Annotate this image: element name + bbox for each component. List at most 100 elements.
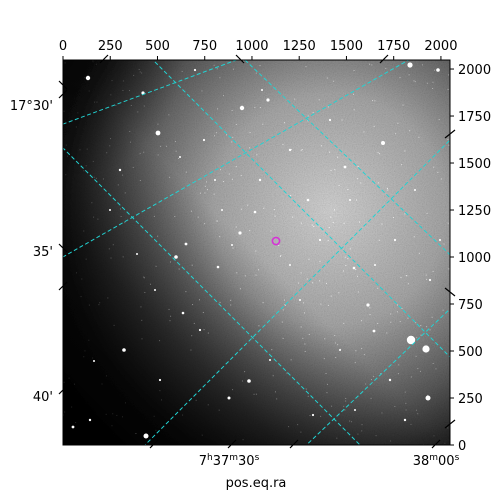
star — [221, 209, 223, 211]
speckle — [235, 123, 237, 125]
speckle — [400, 276, 402, 278]
speckle — [204, 223, 206, 225]
speckle — [402, 104, 404, 106]
wcs-tick — [235, 54, 245, 64]
speckle — [357, 433, 359, 435]
speckle — [255, 72, 257, 74]
star — [227, 396, 231, 400]
star — [328, 118, 332, 122]
speckle — [433, 166, 435, 168]
speckle — [420, 334, 422, 336]
speckle — [432, 87, 434, 89]
speckle — [327, 304, 329, 306]
speckle — [378, 239, 380, 241]
speckle — [240, 208, 242, 210]
speckle — [216, 68, 218, 70]
speckle — [88, 304, 90, 306]
speckle — [344, 256, 346, 258]
speckle — [107, 297, 109, 299]
speckle — [390, 321, 392, 323]
speckle — [159, 340, 161, 342]
speckle — [150, 283, 152, 285]
plot-frame — [62, 59, 451, 446]
speckle — [79, 149, 81, 151]
speckle — [356, 199, 358, 201]
speckle — [263, 207, 265, 209]
star — [88, 418, 92, 422]
speckle — [335, 357, 337, 359]
speckle — [75, 126, 77, 128]
speckle — [138, 68, 140, 70]
speckle — [132, 166, 134, 168]
speckle — [373, 375, 375, 377]
top-tick-label: 2000 — [424, 39, 457, 54]
speckle — [160, 145, 162, 147]
star — [238, 231, 242, 235]
speckle — [168, 308, 170, 310]
speckle — [283, 299, 285, 301]
speckle — [232, 247, 234, 249]
wcs-tick — [227, 439, 237, 449]
speckle — [141, 319, 143, 321]
star — [414, 189, 416, 191]
speckle — [253, 393, 255, 395]
speckle — [390, 313, 392, 315]
speckle — [300, 272, 302, 274]
speckle — [244, 371, 246, 373]
speckle — [284, 304, 286, 306]
top-tick-label: 250 — [98, 39, 123, 54]
speckle — [379, 153, 381, 155]
speckle — [203, 329, 205, 331]
speckle — [385, 67, 387, 69]
speckle — [137, 111, 139, 113]
speckle — [235, 166, 237, 168]
speckle — [191, 264, 193, 266]
star — [366, 303, 370, 307]
speckle — [273, 208, 275, 210]
speckle — [255, 250, 257, 252]
speckle — [300, 149, 302, 151]
speckle — [101, 383, 103, 385]
speckle — [307, 115, 309, 117]
speckle — [218, 409, 220, 411]
top-tick-label: 1250 — [283, 39, 316, 54]
speckle — [286, 372, 288, 374]
speckle — [157, 123, 159, 125]
speckle — [343, 222, 345, 224]
speckle — [363, 354, 365, 356]
speckle — [215, 132, 217, 134]
top-tick-label: 1500 — [330, 39, 363, 54]
star — [406, 335, 416, 345]
wcs-tick — [444, 129, 456, 139]
speckle — [258, 269, 260, 271]
speckle — [369, 313, 371, 315]
speckle — [65, 144, 67, 146]
speckle — [342, 270, 344, 272]
speckle — [213, 193, 215, 195]
speckle — [281, 321, 283, 323]
speckle — [444, 442, 446, 444]
speckle — [361, 424, 363, 426]
speckle — [447, 74, 449, 76]
speckle — [442, 309, 444, 311]
speckle — [327, 106, 329, 108]
speckle — [105, 375, 107, 377]
speckle — [112, 244, 114, 246]
speckle — [139, 153, 141, 155]
speckle — [262, 302, 264, 304]
right-tick-label: 1750 — [458, 110, 491, 125]
speckle — [410, 376, 412, 378]
speckle — [170, 261, 172, 263]
speckle — [347, 188, 349, 190]
speckle — [125, 402, 127, 404]
speckle — [397, 373, 399, 375]
speckle — [417, 368, 419, 370]
speckle — [217, 108, 219, 110]
speckle — [372, 100, 374, 102]
wcs-tick — [58, 243, 68, 253]
speckle — [434, 69, 436, 71]
speckle — [417, 413, 419, 415]
speckle — [337, 344, 339, 346]
dec-label-35: 35' — [33, 245, 53, 260]
speckle — [361, 430, 363, 432]
